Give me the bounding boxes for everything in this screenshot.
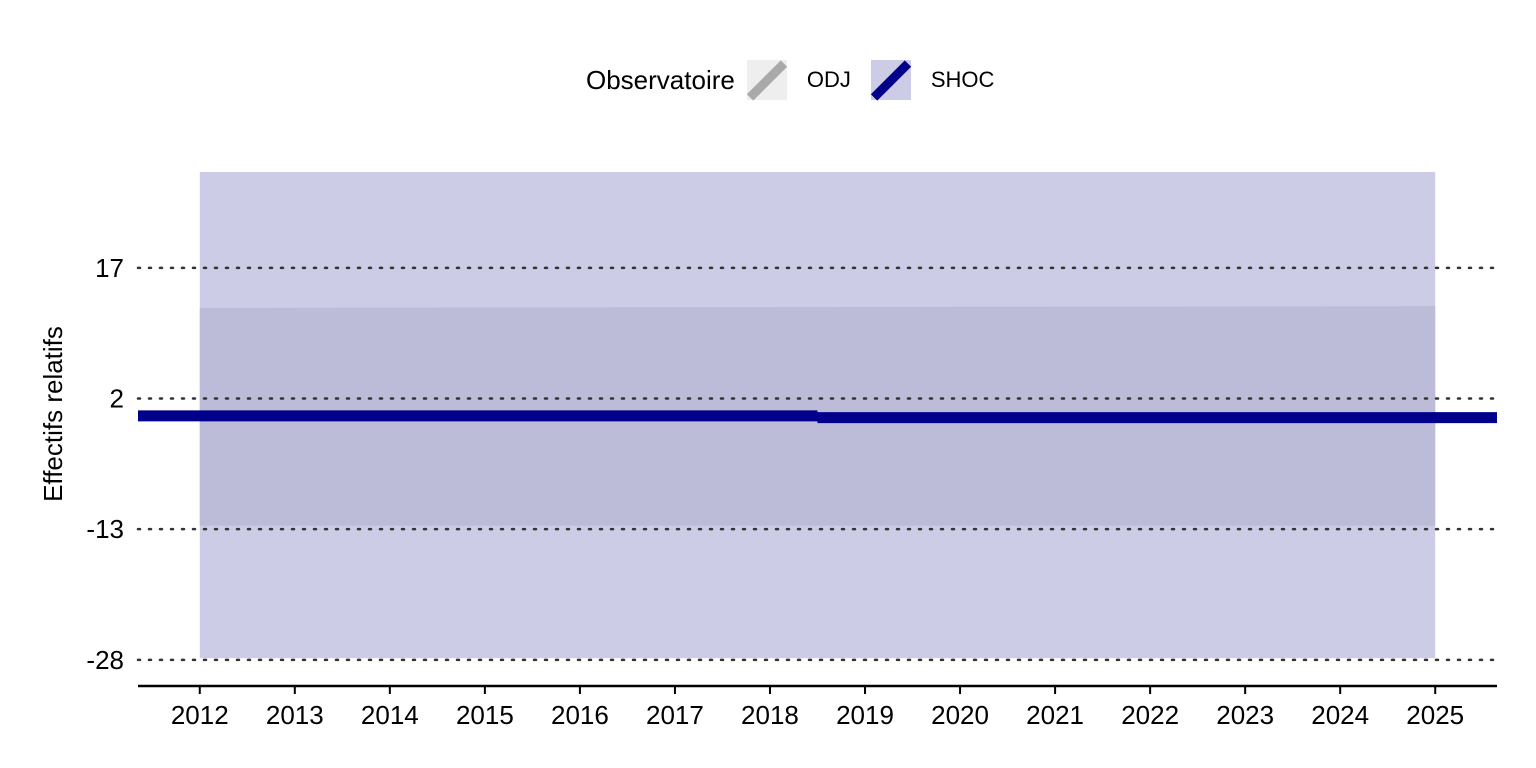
x-tick-label: 2021: [1026, 700, 1084, 730]
x-tick-label: 2024: [1311, 700, 1369, 730]
legend-title: Observatoire: [586, 64, 735, 95]
y-axis-label: Effectifs relatifs: [38, 326, 68, 502]
legend-label-shoc: SHOC: [930, 67, 995, 92]
x-tick-label: 2016: [551, 700, 609, 730]
grid-lines: [136, 266, 1499, 662]
x-tick-label: 2018: [741, 700, 799, 730]
legend: Observatoire ODJ SHOC: [586, 58, 1014, 102]
x-tick-label: 2019: [836, 700, 894, 730]
x-tick-label: 2025: [1406, 700, 1464, 730]
y-tick-label: 2: [110, 384, 124, 414]
x-tick-label: 2020: [931, 700, 989, 730]
x-tick-label: 2022: [1121, 700, 1179, 730]
x-tick-label: 2012: [171, 700, 229, 730]
x-tick-label: 2014: [361, 700, 419, 730]
x-axis: 2012 2013 2014 2015 2016 2017 2018 2019 2020 2021…: [138, 684, 1497, 730]
y-tick-labels: -28 -13 2 17: [86, 253, 124, 675]
legend-label-odj: ODJ: [806, 67, 851, 92]
x-tick-label: 2015: [456, 700, 514, 730]
series-lines: [138, 410, 1497, 424]
y-tick-label: -28: [86, 645, 124, 675]
x-tick-label: 2013: [266, 700, 324, 730]
x-tick-label: 2017: [646, 700, 704, 730]
legend-key-shoc: [870, 60, 911, 101]
x-tick-label: 2023: [1216, 700, 1274, 730]
legend-key-odj: [746, 60, 787, 101]
y-tick-label: 17: [95, 253, 124, 283]
y-tick-label: -13: [86, 514, 124, 544]
